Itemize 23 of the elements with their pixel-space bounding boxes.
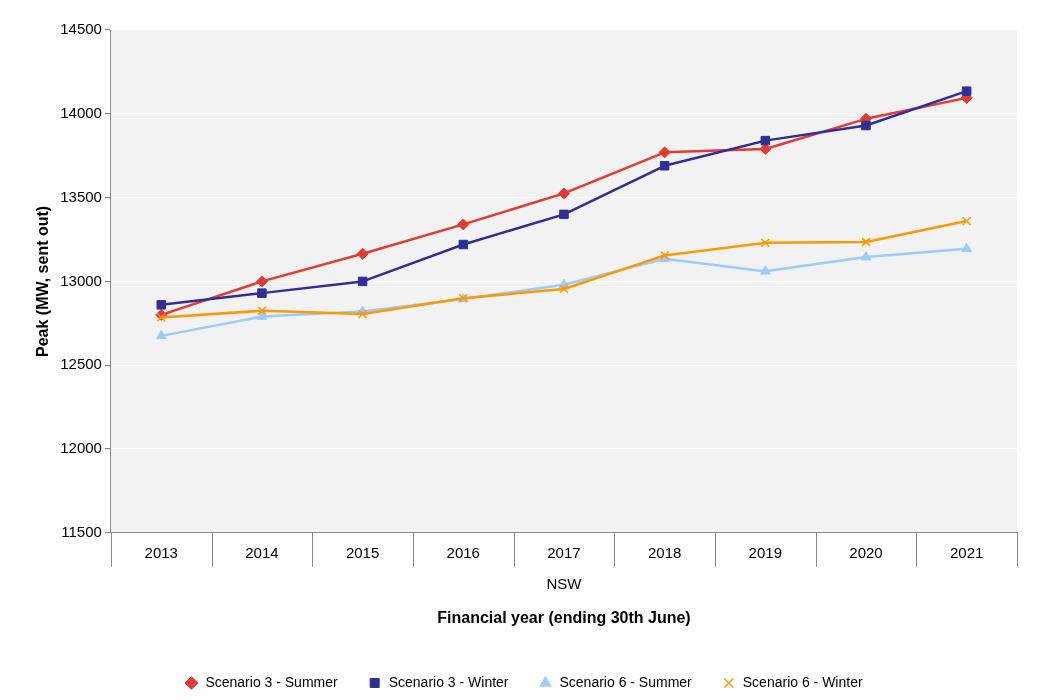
legend-label: Scenario 3 - Summer	[205, 673, 339, 690]
x-tick-label: 2014	[245, 543, 279, 561]
y-tick-label: 14500	[60, 20, 102, 38]
x-tick-label: 2021	[949, 543, 984, 561]
text: NSW	[546, 574, 583, 592]
y-tick-label: 11500	[61, 522, 102, 540]
x-tick-label: 2018	[647, 543, 682, 561]
y-axis-title: Peak (MW, sent out)	[34, 205, 52, 357]
x-tick-label: 2016	[446, 543, 480, 561]
legend-label: Scenario 6 - Summer	[559, 673, 693, 690]
x-axis-title: Financial year (ending 30th June)	[437, 608, 691, 626]
y-tick-label: 12500	[60, 355, 102, 373]
legend-label: Scenario 6 - Winter	[742, 673, 863, 690]
x-tick-label: 2017	[547, 543, 581, 561]
y-tick-label: 14000	[60, 103, 102, 121]
y-tick-label: 12000	[60, 439, 102, 457]
x-tick-label: 2020	[849, 543, 883, 561]
x-tick-label: 2015	[345, 543, 380, 561]
x-tick-label: 2019	[748, 543, 782, 561]
x-tick-label: 2013	[144, 543, 178, 561]
legend-label: Scenario 3 - Winter	[388, 673, 509, 690]
y-tick-label: 13500	[60, 187, 102, 205]
y-tick-label: 13000	[60, 271, 102, 289]
